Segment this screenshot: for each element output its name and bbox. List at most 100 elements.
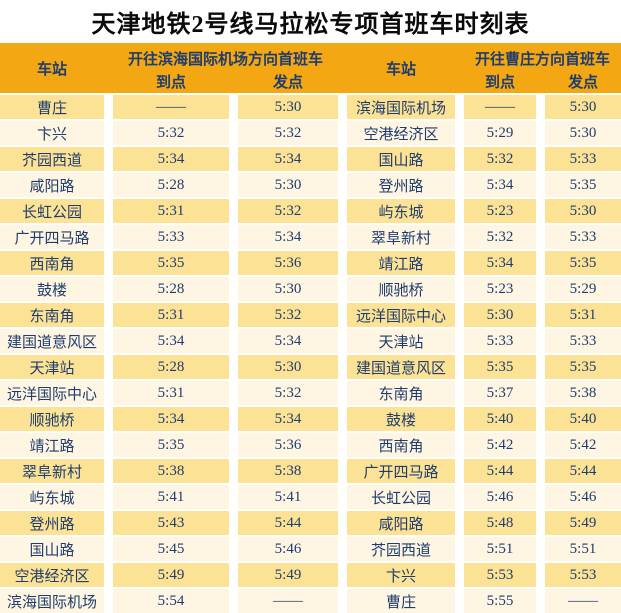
- left-arrive-time-cell: 5:34: [113, 147, 229, 171]
- left-depart-time-cell: 5:32: [238, 381, 338, 405]
- left-arrive-time-cell: 5:38: [113, 459, 229, 483]
- right-arrive-time-cell: 5:42: [464, 433, 536, 457]
- right-arrive-time-cell: 5:23: [464, 199, 536, 223]
- left-depart-time-cell: 5:34: [238, 329, 338, 353]
- left-depart-time-cell: 5:30: [238, 277, 338, 301]
- left-station-cell: 国山路: [0, 537, 104, 561]
- left-depart-time-cell: 5:34: [238, 147, 338, 171]
- left-depart-time-cell: 5:46: [238, 537, 338, 561]
- left-station-cell: 顺驰桥: [0, 407, 104, 431]
- timetable-header: 车站 开往滨海国际机场方向首班车 到点 发点 车站 开往曹庄方向首班车 到点 发…: [0, 43, 621, 93]
- right-station-cell: 咸阳路: [347, 511, 455, 535]
- timetable-rows: 曹庄 —— 5:30 滨海国际机场 —— 5:30 卞兴 5:32 5:32 空港经济区 5:29 5…: [0, 95, 621, 613]
- left-depart-time-cell: 5:41: [238, 485, 338, 509]
- right-arrive-time-cell: 5:35: [464, 355, 536, 379]
- left-depart-time-cell: 5:32: [238, 199, 338, 223]
- right-station-cell: 鼓楼: [347, 407, 455, 431]
- right-station-cell: 顺驰桥: [347, 277, 455, 301]
- left-arrive-time-cell: 5:34: [113, 329, 229, 353]
- left-arrive-time-cell: 5:54: [113, 589, 229, 613]
- right-station-cell: 翠阜新村: [347, 225, 455, 249]
- right-station-cell: 登州路: [347, 173, 455, 197]
- left-depart-time-cell: 5:36: [238, 433, 338, 457]
- left-station-cell: 东南角: [0, 303, 104, 327]
- right-depart-time-cell: 5:35: [545, 355, 621, 379]
- right-station-cell: 滨海国际机场: [347, 95, 455, 119]
- page-title: 天津地铁2号线马拉松专项首班车时刻表: [91, 12, 530, 38]
- right-arrive-time-cell: 5:40: [464, 407, 536, 431]
- left-depart-time-cell: 5:44: [238, 511, 338, 535]
- right-depart-time-cell: 5:33: [545, 147, 621, 171]
- left-arrive-time-cell: 5:31: [113, 199, 229, 223]
- right-arrive-time-cell: 5:34: [464, 251, 536, 275]
- right-depart-time-cell: 5:30: [545, 95, 621, 119]
- right-station-cell: 长虹公园: [347, 485, 455, 509]
- right-station-cell: 屿东城: [347, 199, 455, 223]
- left-depart-time-cell: ——: [238, 589, 338, 613]
- right-station-cell: 建国道意风区: [347, 355, 455, 379]
- right-station-cell: 国山路: [347, 147, 455, 171]
- left-station-cell: 靖江路: [0, 433, 104, 457]
- left-depart-time-cell: 5:32: [238, 121, 338, 145]
- left-arrive-time-cell: 5:32: [113, 121, 229, 145]
- left-station-cell: 屿东城: [0, 485, 104, 509]
- left-station-cell: 咸阳路: [0, 173, 104, 197]
- left-depart-time-cell: 5:34: [238, 225, 338, 249]
- left-station-cell: 长虹公园: [0, 199, 104, 223]
- right-depart-time-cell: 5:35: [545, 173, 621, 197]
- right-arrive-time-cell: 5:32: [464, 225, 536, 249]
- left-station-cell: 芥园西道: [0, 147, 104, 171]
- left-direction-header: 开往滨海国际机场方向首班车: [127, 51, 323, 68]
- right-direction-header: 开往曹庄方向首班车: [474, 51, 610, 68]
- right-arrive-time-cell: 5:55: [464, 589, 536, 613]
- left-depart-time-cell: 5:49: [238, 563, 338, 587]
- right-station-cell: 东南角: [347, 381, 455, 405]
- right-depart-time-cell: 5:49: [545, 511, 621, 535]
- left-arrive-time-cell: 5:28: [113, 277, 229, 301]
- right-arrive-time-cell: 5:51: [464, 537, 536, 561]
- right-station-cell: 天津站: [347, 329, 455, 353]
- right-arrive-time-cell: 5:53: [464, 563, 536, 587]
- left-arrive-time-cell: 5:43: [113, 511, 229, 535]
- right-arrive-time-cell: 5:29: [464, 121, 536, 145]
- left-arrive-time-cell: 5:35: [113, 433, 229, 457]
- left-station-cell: 翠阜新村: [0, 459, 104, 483]
- right-depart-time-cell: 5:29: [545, 277, 621, 301]
- left-station-cell: 广开四马路: [0, 225, 104, 249]
- right-station-cell: 广开四马路: [347, 459, 455, 483]
- right-station-cell: 靖江路: [347, 251, 455, 275]
- left-station-cell: 远洋国际中心: [0, 381, 104, 405]
- left-arrive-time-cell: ——: [113, 95, 229, 119]
- right-depart-time-cell: 5:53: [545, 563, 621, 587]
- right-station-cell: 曹庄: [347, 589, 455, 613]
- left-depart-time-cell: 5:30: [238, 95, 338, 119]
- left-arrive-time-cell: 5:31: [113, 381, 229, 405]
- left-depart-time-cell: 5:30: [238, 173, 338, 197]
- left-arrive-time-cell: 5:41: [113, 485, 229, 509]
- left-station-cell: 西南角: [0, 251, 104, 275]
- left-arrive-time-cell: 5:33: [113, 225, 229, 249]
- right-arrive-time-cell: 5:32: [464, 147, 536, 171]
- right-arrive-column-header: 到点: [484, 74, 515, 91]
- left-arrive-time-cell: 5:49: [113, 563, 229, 587]
- left-station-column-header: 车站: [36, 61, 67, 78]
- left-depart-time-cell: 5:30: [238, 355, 338, 379]
- right-station-cell: 远洋国际中心: [347, 303, 455, 327]
- right-station-cell: 卞兴: [347, 563, 455, 587]
- left-station-cell: 鼓楼: [0, 277, 104, 301]
- left-station-cell: 卞兴: [0, 121, 104, 145]
- left-depart-time-cell: 5:34: [238, 407, 338, 431]
- left-arrive-time-cell: 5:34: [113, 407, 229, 431]
- left-station-cell: 空港经济区: [0, 563, 104, 587]
- left-depart-time-cell: 5:32: [238, 303, 338, 327]
- left-arrive-time-cell: 5:35: [113, 251, 229, 275]
- right-depart-time-cell: 5:31: [545, 303, 621, 327]
- right-arrive-time-cell: 5:34: [464, 173, 536, 197]
- left-arrive-time-cell: 5:28: [113, 355, 229, 379]
- right-depart-time-cell: 5:33: [545, 225, 621, 249]
- right-depart-time-cell: 5:44: [545, 459, 621, 483]
- left-arrive-time-cell: 5:45: [113, 537, 229, 561]
- right-arrive-time-cell: 5:44: [464, 459, 536, 483]
- right-arrive-time-cell: 5:30: [464, 303, 536, 327]
